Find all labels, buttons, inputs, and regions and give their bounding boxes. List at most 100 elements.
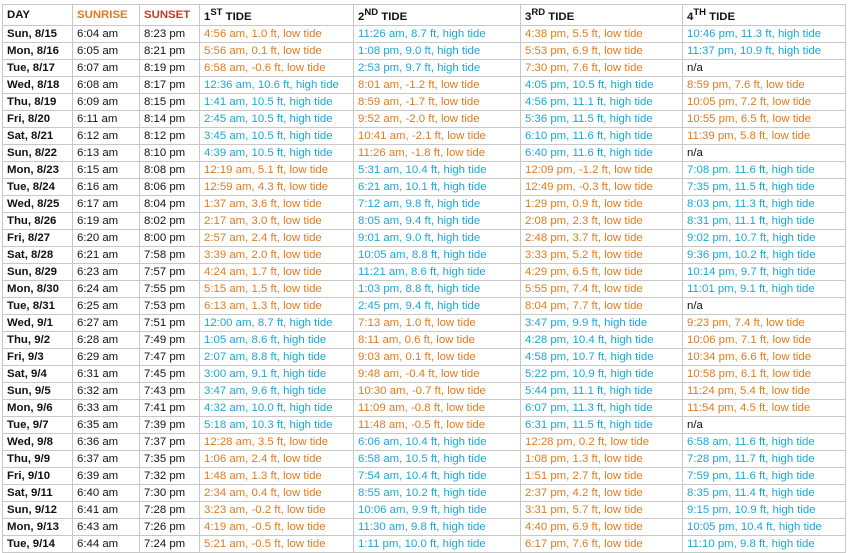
tide-cell-4: 8:31 pm, 11.1 ft, high tide — [682, 211, 846, 230]
tide-cell-3: 6:17 pm, 7.6 ft, low tide — [520, 534, 683, 553]
day-cell: Sat, 8/28 — [2, 245, 73, 264]
header-tide-4: 4TH TIDE — [682, 4, 846, 26]
day-cell: Mon, 8/30 — [2, 279, 73, 298]
day-cell: Wed, 9/1 — [2, 313, 73, 332]
tide-cell-3: 5:36 pm, 11.5 ft, high tide — [520, 109, 683, 128]
tide-cell-2: 7:13 am, 1.0 ft, low tide — [353, 313, 521, 332]
day-cell: Sat, 8/21 — [2, 126, 73, 145]
tide-cell-1: 5:18 am, 10.3 ft, high tide — [199, 415, 354, 434]
tide-cell-4: 8:35 pm, 11.4 ft, high tide — [682, 483, 846, 502]
tide-cell-3: 6:07 pm, 11.3 ft, high tide — [520, 398, 683, 417]
table-row: Mon, 8/23 6:15 am 8:08 pm 12:19 am, 5.1 ft,… — [2, 160, 846, 179]
sunset-cell: 7:53 pm — [139, 296, 200, 315]
sunrise-cell: 6:24 am — [72, 279, 140, 298]
tide-cell-1: 3:00 am, 9.1 ft, high tide — [199, 364, 354, 383]
day-cell: Sat, 9/4 — [2, 364, 73, 383]
header-day: DAY — [2, 4, 73, 26]
table-row: Sun, 8/22 6:13 am 8:10 pm 4:39 am, 10.5 ft,… — [2, 143, 846, 162]
tide-cell-1: 5:56 am, 0.1 ft, low tide — [199, 41, 354, 60]
sunrise-cell: 6:13 am — [72, 143, 140, 162]
sunrise-cell: 6:36 am — [72, 432, 140, 451]
tide-cell-2: 7:54 am, 10.4 ft, high tide — [353, 466, 521, 485]
tide-cell-2: 11:48 am, -0.5 ft, low tide — [353, 415, 521, 434]
tide-cell-2: 1:11 pm, 10.0 ft, high tide — [353, 534, 521, 553]
tide-cell-4: n/a — [682, 143, 846, 162]
table-row: Sun, 9/12 6:41 am 7:28 pm 3:23 am, -0.2 ft,… — [2, 500, 846, 519]
tide-cell-4: 9:02 pm, 10.7 ft, high tide — [682, 228, 846, 247]
sunrise-cell: 6:12 am — [72, 126, 140, 145]
sunrise-cell: 6:32 am — [72, 381, 140, 400]
table-row: Thu, 8/26 6:19 am 8:02 pm 2:17 am, 3.0 ft, … — [2, 211, 846, 230]
tide-cell-1: 12:00 am, 8.7 ft, high tide — [199, 313, 354, 332]
sunrise-cell: 6:20 am — [72, 228, 140, 247]
tide-cell-4: 10:05 pm, 7.2 ft, low tide — [682, 92, 846, 111]
tide-cell-1: 2:45 am, 10.5 ft, high tide — [199, 109, 354, 128]
day-cell: Mon, 9/13 — [2, 517, 73, 536]
tide-cell-3: 3:33 pm, 5.2 ft, low tide — [520, 245, 683, 264]
header-sunrise: SUNRISE — [72, 4, 140, 26]
table-row: Tue, 8/31 6:25 am 7:53 pm 6:13 am, 1.3 ft, … — [2, 296, 846, 315]
tide-cell-1: 5:15 am, 1.5 ft, low tide — [199, 279, 354, 298]
tide-cell-1: 1:05 am, 8.6 ft, high tide — [199, 330, 354, 349]
sunrise-cell: 6:11 am — [72, 109, 140, 128]
table-row: Sat, 8/28 6:21 am 7:58 pm 3:39 am, 2.0 ft, … — [2, 245, 846, 264]
tide-cell-1: 3:47 am, 9.6 ft, high tide — [199, 381, 354, 400]
tide-cell-2: 8:55 am, 10.2 ft, high tide — [353, 483, 521, 502]
tide-cell-1: 1:37 am, 3.6 ft, low tide — [199, 194, 354, 213]
tide-cell-4: 10:34 pm, 6.6 ft, low tide — [682, 347, 846, 366]
sunrise-cell: 6:19 am — [72, 211, 140, 230]
header-tide-3: 3RD TIDE — [520, 4, 683, 26]
tide-cell-4: 11:54 pm, 4.5 ft, low tide — [682, 398, 846, 417]
tide-cell-3: 5:53 pm, 6.9 ft, low tide — [520, 41, 683, 60]
tide-cell-1: 4:32 am, 10.0 ft, high tide — [199, 398, 354, 417]
sunset-cell: 8:12 pm — [139, 126, 200, 145]
tide-cell-4: 10:14 pm, 9.7 ft, high tide — [682, 262, 846, 281]
tide-cell-3: 4:56 pm, 11.1 ft, high tide — [520, 92, 683, 111]
sunset-cell: 7:26 pm — [139, 517, 200, 536]
tide-cell-1: 1:41 am, 10.5 ft, high tide — [199, 92, 354, 111]
sunset-cell: 7:28 pm — [139, 500, 200, 519]
sunset-cell: 8:23 pm — [139, 24, 200, 43]
sunset-cell: 7:43 pm — [139, 381, 200, 400]
tide-cell-3: 2:48 pm, 3.7 ft, low tide — [520, 228, 683, 247]
sunset-cell: 7:51 pm — [139, 313, 200, 332]
tide-cell-1: 3:23 am, -0.2 ft, low tide — [199, 500, 354, 519]
tide-cell-2: 11:30 am, 9.8 ft, high tide — [353, 517, 521, 536]
tide-cell-1: 4:19 am, -0.5 ft, low tide — [199, 517, 354, 536]
tide-cell-4: 10:58 pm, 6.1 ft, low tide — [682, 364, 846, 383]
sunset-cell: 8:04 pm — [139, 194, 200, 213]
tide-cell-1: 3:45 am, 10.5 ft, high tide — [199, 126, 354, 145]
tide-cell-4: 9:36 pm, 10.2 ft, high tide — [682, 245, 846, 264]
day-cell: Fri, 8/20 — [2, 109, 73, 128]
table-row: Sat, 8/21 6:12 am 8:12 pm 3:45 am, 10.5 ft,… — [2, 126, 846, 145]
tide-cell-2: 1:08 pm, 9.0 ft, high tide — [353, 41, 521, 60]
header-row: DAY SUNRISE SUNSET 1ST TIDE 2ND TIDE 3RD… — [2, 4, 846, 26]
tide-cell-3: 6:10 pm, 11.6 ft, high tide — [520, 126, 683, 145]
sunset-cell: 8:08 pm — [139, 160, 200, 179]
tide-cell-2: 10:06 am, 9.9 ft, high tide — [353, 500, 521, 519]
tide-cell-4: 7:08 pm. 11.6 ft, high tide — [682, 160, 846, 179]
day-cell: Thu, 8/26 — [2, 211, 73, 230]
tide-cell-2: 8:05 am, 9.4 ft, high tide — [353, 211, 521, 230]
sunset-cell: 8:19 pm — [139, 58, 200, 77]
table-row: Wed, 8/18 6:08 am 8:17 pm 12:36 am, 10.6 ft… — [2, 75, 846, 94]
tide-cell-2: 6:21 am, 10.1 ft, high tide — [353, 177, 521, 196]
tide-cell-2: 8:59 am, -1.7 ft, low tide — [353, 92, 521, 111]
tide-cell-2: 6:58 am, 10.5 ft, high tide — [353, 449, 521, 468]
tide-cell-3: 5:44 pm, 11.1 ft, high tide — [520, 381, 683, 400]
header-tide-1: 1ST TIDE — [199, 4, 354, 26]
tide-cell-2: 1:03 pm, 8.8 ft, high tide — [353, 279, 521, 298]
tide-cell-1: 1:48 am, 1.3 ft, low tide — [199, 466, 354, 485]
sunset-cell: 8:15 pm — [139, 92, 200, 111]
day-cell: Thu, 9/2 — [2, 330, 73, 349]
day-cell: Mon, 8/23 — [2, 160, 73, 179]
tide-cell-4: n/a — [682, 296, 846, 315]
table-row: Sun, 9/5 6:32 am 7:43 pm 3:47 am, 9.6 ft, h… — [2, 381, 846, 400]
day-cell: Fri, 9/3 — [2, 347, 73, 366]
sunset-cell: 8:21 pm — [139, 41, 200, 60]
tide-cell-3: 12:28 pm, 0.2 ft, low tide — [520, 432, 683, 451]
tide-cell-3: 12:09 pm, -1.2 ft, low tide — [520, 160, 683, 179]
sunset-cell: 7:47 pm — [139, 347, 200, 366]
tide-cell-1: 1:06 am, 2.4 ft, low tide — [199, 449, 354, 468]
table-row: Fri, 9/3 6:29 am 7:47 pm 2:07 am, 8.8 ft, h… — [2, 347, 846, 366]
